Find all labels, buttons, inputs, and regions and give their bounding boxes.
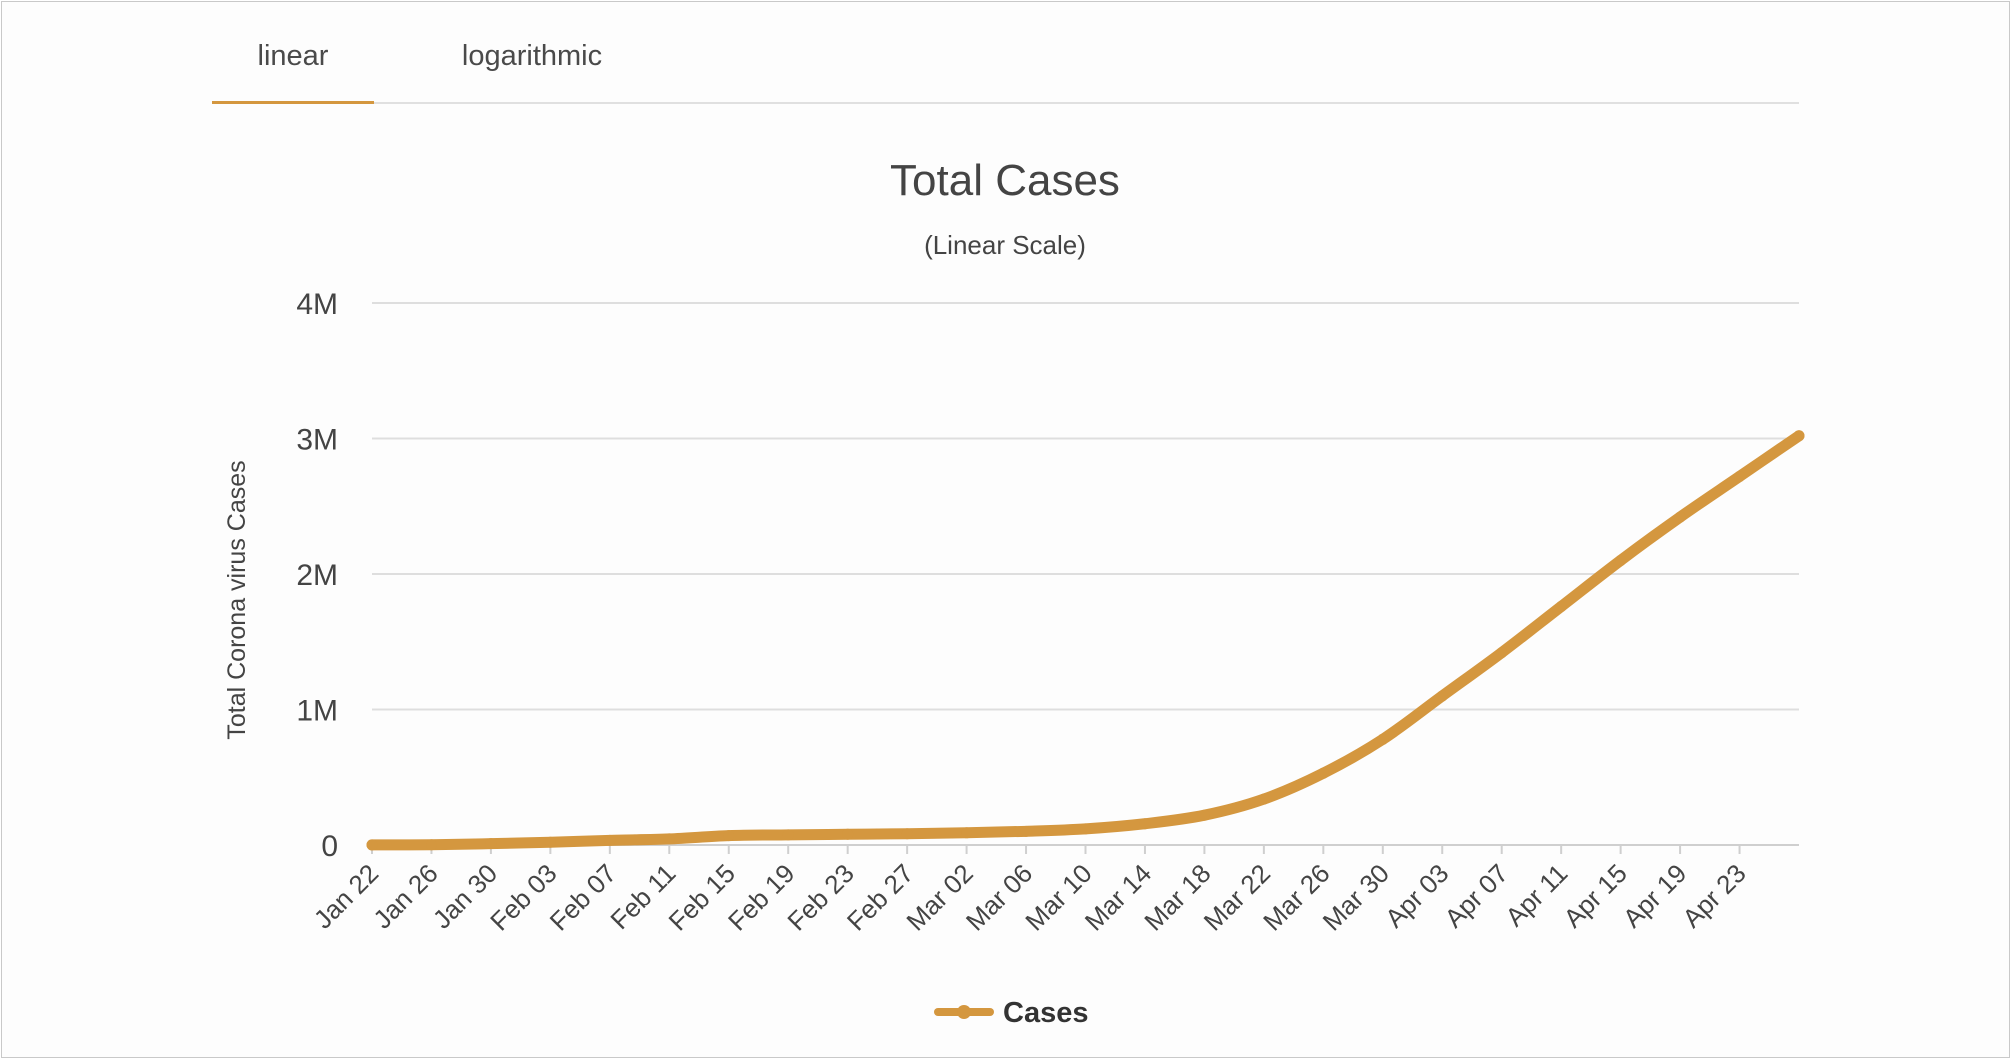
x-tick-label: Feb 07 [544, 858, 622, 936]
x-tick-label: Feb 03 [484, 858, 562, 936]
data-point [1080, 823, 1091, 835]
data-point [961, 827, 973, 839]
data-point [1020, 825, 1032, 837]
x-tick-label: Apr 03 [1379, 858, 1454, 933]
data-point [1734, 470, 1746, 482]
x-tick-label: Feb 19 [722, 858, 800, 936]
data-point [1555, 601, 1567, 613]
data-point [1258, 793, 1270, 805]
y-axis-label: Total Corona virus Cases [223, 460, 251, 739]
legend-label-cases: Cases [1003, 997, 1088, 1029]
chart-title: Total Cases [890, 156, 1120, 205]
data-point [1674, 511, 1686, 523]
x-tick-label: Mar 06 [960, 858, 1038, 936]
x-tick-label: Feb 23 [781, 858, 859, 936]
x-tick-label: Mar 26 [1257, 858, 1335, 936]
x-tick-label: Mar 10 [1019, 858, 1097, 936]
y-tick-label: 4M [296, 288, 338, 321]
data-point [723, 830, 735, 842]
data-point [604, 834, 616, 846]
y-tick-label: 3M [296, 424, 338, 457]
x-tick-label: Apr 11 [1499, 858, 1573, 932]
x-tick-label: Mar 18 [1138, 858, 1216, 936]
series-line-cases [366, 430, 1805, 851]
x-tick-label: Feb 27 [841, 858, 919, 936]
data-point [366, 839, 378, 851]
legend[interactable]: Cases [934, 997, 1088, 1029]
x-tick-label: Mar 22 [1198, 858, 1276, 936]
x-tick-label: Jan 22 [308, 858, 384, 934]
tab-logarithmic[interactable]: logarithmic [461, 40, 603, 72]
y-axis-ticks: 0 1M 2M 3M 4M [296, 288, 338, 863]
x-tick-label: Apr 15 [1557, 858, 1632, 933]
x-tick-label: Mar 30 [1317, 858, 1395, 936]
data-point [1377, 733, 1389, 745]
y-tick-label: 2M [296, 559, 338, 592]
data-point [663, 833, 675, 845]
data-point [1317, 767, 1329, 779]
data-point [425, 839, 437, 851]
data-point [1496, 647, 1508, 659]
x-tick-label: Apr 19 [1617, 858, 1692, 933]
data-point [1436, 690, 1448, 702]
x-tick-label: Apr 07 [1439, 858, 1514, 933]
scale-tabs: linear logarithmic [212, 30, 1799, 104]
data-point [901, 828, 913, 840]
gridlines [372, 302, 1799, 846]
x-tick-label: Mar 02 [900, 858, 978, 936]
data-point [782, 829, 794, 841]
y-tick-label: 0 [321, 830, 338, 863]
tab-linear[interactable]: linear [212, 30, 374, 104]
series-layer [366, 430, 1805, 851]
legend-marker [957, 1005, 971, 1019]
data-point [1615, 554, 1627, 566]
x-tick-label: Mar 14 [1079, 858, 1157, 936]
data-point [1793, 430, 1805, 442]
data-point [485, 838, 497, 850]
x-tick-label: Jan 26 [367, 858, 443, 934]
x-tick-label: Feb 15 [663, 858, 741, 936]
x-tick-label: Apr 23 [1676, 858, 1751, 933]
data-point [1198, 809, 1210, 821]
data-point [544, 836, 556, 848]
y-tick-label: 1M [296, 695, 338, 728]
data-point [842, 828, 854, 840]
data-point [1139, 818, 1151, 830]
chart-subtitle: (Linear Scale) [924, 230, 1086, 260]
